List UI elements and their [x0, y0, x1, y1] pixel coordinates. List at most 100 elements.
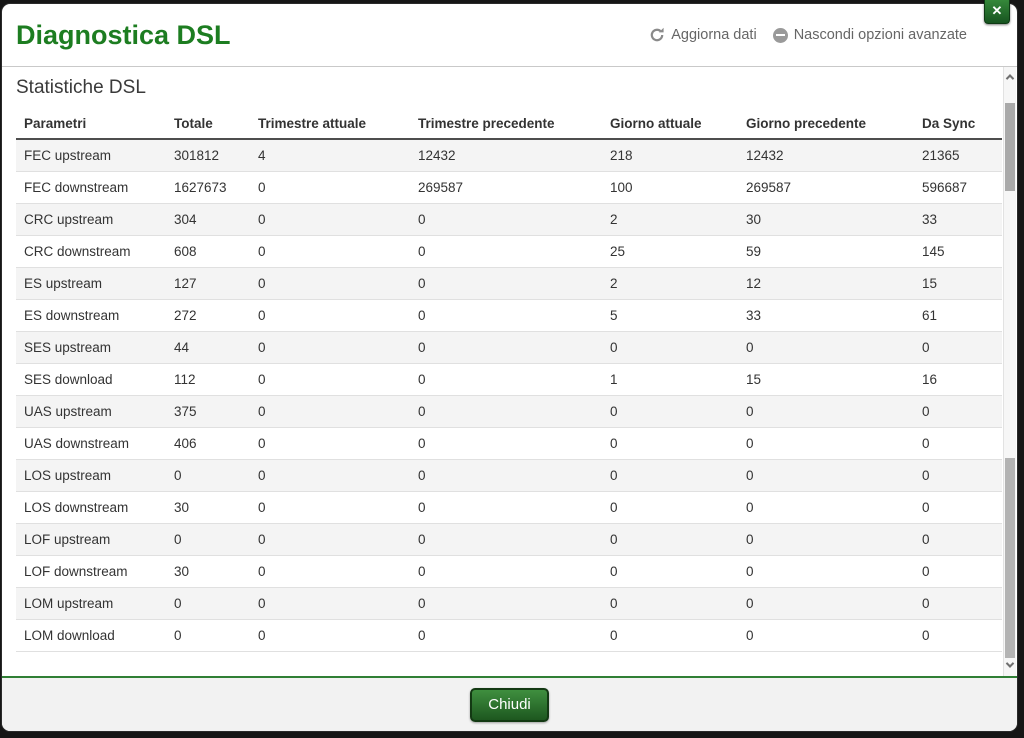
value-cell: 21365	[922, 147, 960, 163]
value-cell: 0	[250, 490, 410, 523]
table-body: FEC upstream 301812 4 12432 218 12432 21365 FEC…	[16, 139, 1002, 652]
value-cell: 16	[914, 362, 1002, 395]
value-cell: 0	[602, 330, 738, 363]
value-cell: 269587	[410, 170, 602, 203]
refresh-icon	[649, 27, 665, 43]
value-cell: 30	[166, 554, 250, 587]
value-cell: 0	[410, 522, 602, 555]
chiudi-button[interactable]: Chiudi	[470, 687, 549, 722]
value-cell: 0	[250, 394, 410, 427]
parameter-cell: SES download	[16, 362, 166, 395]
value-cell: 127	[166, 266, 250, 299]
value-cell: 0	[914, 426, 1002, 459]
value-cell: 0	[250, 298, 410, 331]
table-row: LOS downstream 30 0 0 0 0 0	[16, 490, 1002, 523]
diagnostica-dsl-modal: Diagnostica DSL Aggiorna dati Nascondi o…	[2, 4, 1017, 731]
table-row: LOS upstream 0 0 0 0 0 0	[16, 458, 1002, 491]
value-cell: 0	[166, 458, 250, 491]
value-cell: 0	[410, 298, 602, 331]
value-cell: 0	[914, 394, 1002, 427]
value-cell: 304	[166, 202, 250, 235]
value-cell: 5	[602, 298, 738, 331]
toggle-advanced-action[interactable]: Nascondi opzioni avanzate	[772, 27, 967, 43]
value-cell: 0	[738, 490, 914, 523]
value-cell: 0	[914, 522, 1002, 555]
value-cell: 0	[602, 426, 738, 459]
refresh-action-label: Aggiorna dati	[671, 27, 757, 43]
value-cell: 0	[250, 266, 410, 299]
parameter-cell: UAS upstream	[16, 394, 166, 427]
value-cell: 30	[166, 490, 250, 523]
scrollbar-up-arrow[interactable]	[1004, 69, 1016, 85]
close-button[interactable]: ✕	[984, 0, 1010, 24]
column-header: Trimestre precedente	[410, 111, 602, 140]
value-cell: 272	[166, 298, 250, 331]
table-row: SES download 112 0 0 1 15 16	[16, 362, 1002, 395]
value-cell: 0	[602, 394, 738, 427]
value-cell: 0	[738, 522, 914, 555]
table-row: UAS upstream 375 0 0 0 0 0	[16, 394, 1002, 427]
value-cell: 100	[602, 170, 738, 203]
body-scrollbar[interactable]	[1003, 67, 1016, 676]
value-cell: 406	[166, 426, 250, 459]
parameter-cell: CRC upstream	[16, 202, 166, 235]
value-cell: 375	[166, 394, 250, 427]
table-row: FEC downstream 1627673 0 269587 100 269587 596…	[16, 170, 1002, 203]
parameter-cell: LOF downstream	[16, 554, 166, 587]
column-header: Trimestre attuale	[250, 111, 410, 140]
value-cell: 4	[258, 147, 266, 163]
value-cell: 33	[914, 202, 1002, 235]
section-title: Statistiche DSL	[16, 77, 146, 98]
value-cell: 269587	[738, 170, 914, 203]
table-row: CRC downstream 608 0 0 25 59 145	[16, 234, 1002, 267]
value-cell: 301812	[174, 147, 220, 163]
parameter-cell: CRC downstream	[16, 234, 166, 267]
value-cell: 0	[410, 618, 602, 652]
value-cell: 0	[914, 490, 1002, 523]
table-row: UAS downstream 406 0 0 0 0 0	[16, 426, 1002, 459]
value-cell: 0	[250, 362, 410, 395]
value-cell: 0	[738, 426, 914, 459]
close-icon: ✕	[991, 3, 1003, 18]
value-cell: 59	[738, 234, 914, 267]
value-cell: 0	[410, 394, 602, 427]
scrollbar-lower-thumb[interactable]	[1005, 458, 1015, 658]
value-cell: 0	[914, 586, 1002, 619]
value-cell: 0	[166, 522, 250, 555]
column-header: Parametri	[16, 111, 166, 140]
value-cell: 0	[738, 586, 914, 619]
column-header: Da Sync	[914, 111, 1002, 140]
value-cell: 0	[602, 554, 738, 587]
value-cell: 61	[914, 298, 1002, 331]
parameter-cell: FEC upstream	[24, 147, 112, 163]
value-cell: 0	[250, 458, 410, 491]
parameter-cell: LOF upstream	[16, 522, 166, 555]
minus-circle-icon	[772, 27, 788, 43]
value-cell: 0	[602, 490, 738, 523]
scrollbar-down-arrow[interactable]	[1004, 657, 1016, 673]
value-cell: 0	[410, 330, 602, 363]
value-cell: 2	[602, 266, 738, 299]
value-cell: 0	[738, 618, 914, 652]
value-cell: 0	[914, 458, 1002, 491]
parameter-cell: LOM download	[16, 618, 166, 652]
value-cell: 0	[410, 202, 602, 235]
parameter-cell: LOS upstream	[16, 458, 166, 491]
chevron-down-icon	[1005, 659, 1015, 668]
parameter-cell: LOS downstream	[16, 490, 166, 523]
modal-footer: Chiudi	[2, 676, 1017, 731]
table-row: LOF downstream 30 0 0 0 0 0	[16, 554, 1002, 587]
refresh-action[interactable]: Aggiorna dati	[649, 27, 757, 43]
column-header: Totale	[166, 111, 250, 140]
value-cell: 2	[602, 202, 738, 235]
value-cell: 0	[602, 522, 738, 555]
value-cell: 0	[166, 618, 250, 652]
scrollbar-thumb[interactable]	[1005, 103, 1015, 191]
value-cell: 0	[738, 330, 914, 363]
parameter-cell: ES downstream	[16, 298, 166, 331]
value-cell: 0	[410, 554, 602, 587]
value-cell: 0	[410, 458, 602, 491]
table-row: LOM upstream 0 0 0 0 0 0	[16, 586, 1002, 619]
table-header-row: Parametri Totale Trimestre attuale Trimestr…	[16, 111, 1002, 140]
parameter-cell: UAS downstream	[16, 426, 166, 459]
